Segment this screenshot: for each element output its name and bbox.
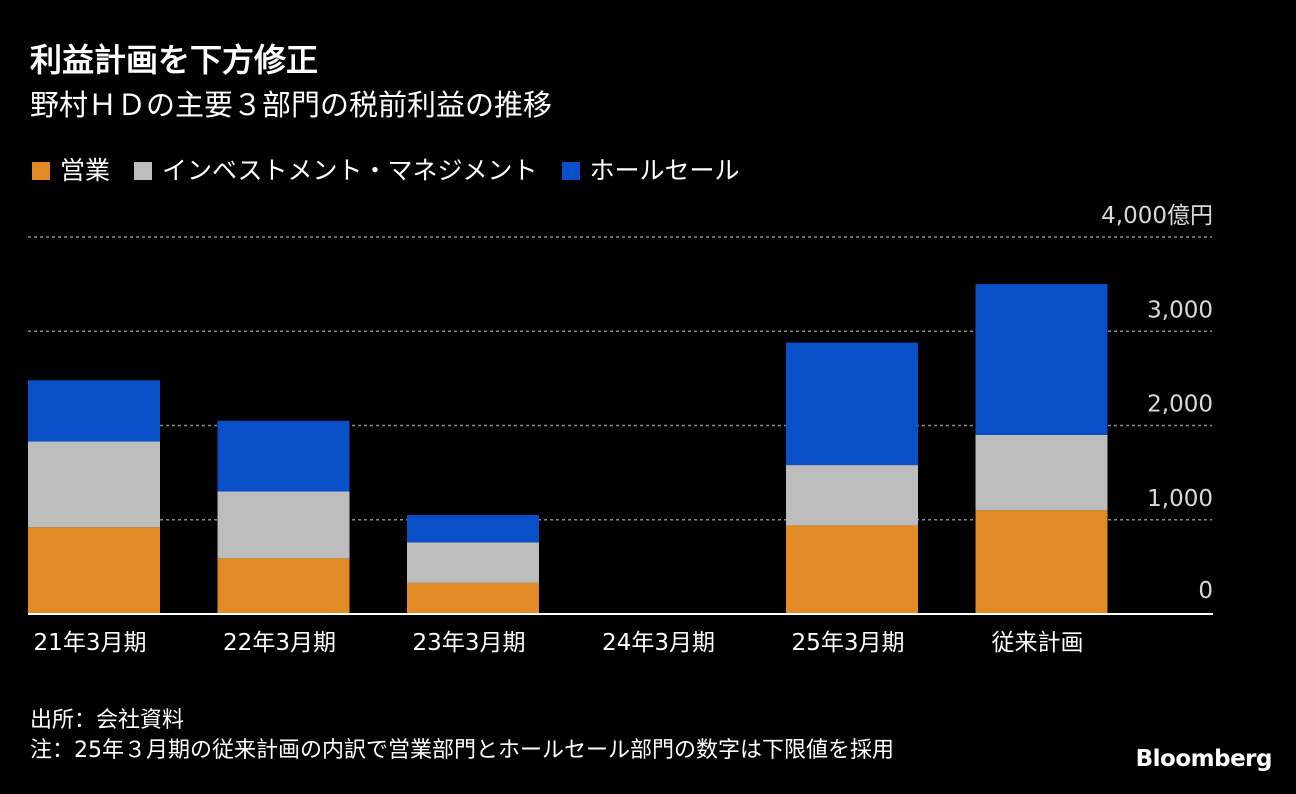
source-note: 出所：会社資料	[30, 708, 185, 733]
legend-swatch-investment-management	[134, 162, 153, 180]
bar-segment-4-0	[786, 525, 918, 614]
bar-segment-2-0	[407, 582, 539, 614]
x-tick-label-0: 21年3月期	[34, 630, 147, 656]
y-tick-label-1: 1,000	[1147, 486, 1213, 512]
x-tick-label-2: 23年3月期	[413, 630, 526, 656]
bar-segment-1-0	[217, 558, 350, 614]
legend: 営業 インベストメント・マネジメント ホールセール	[32, 154, 764, 188]
chart-title: 利益計画を下方修正	[30, 41, 319, 79]
bar-segment-0-2	[28, 380, 160, 442]
legend-swatch-wholesale	[561, 162, 580, 180]
bar-segment-0-0	[28, 527, 160, 614]
bar-segment-5-2	[975, 284, 1108, 435]
y-tick-label-0: 0	[1198, 578, 1213, 604]
bar-segment-1-1	[217, 491, 350, 559]
chart-subtitle: 野村ＨＤの主要３部門の税前利益の推移	[30, 88, 553, 122]
bar-segment-4-1	[786, 465, 918, 526]
bar-segment-5-0	[975, 510, 1108, 614]
footnote: 注：25年３月期の従来計画の内訳で営業部門とホールセール部門の数字は下限値を採用	[30, 738, 894, 763]
bloomberg-logo: Bloomberg	[1135, 746, 1273, 772]
y-tick-label-2: 2,000	[1147, 392, 1213, 418]
legend-item-investment-management: インベストメント・マネジメント	[134, 154, 538, 188]
bar-segment-5-1	[975, 434, 1108, 511]
bar-segment-1-2	[217, 420, 350, 492]
legend-swatch-sales	[32, 162, 50, 180]
legend-label-investment-management: インベストメント・マネジメント	[162, 156, 538, 185]
bar-segment-2-1	[407, 542, 539, 583]
legend-label-sales: 営業	[60, 156, 111, 185]
legend-item-sales: 営業	[32, 154, 110, 188]
x-tick-label-4: 25年3月期	[792, 630, 905, 656]
x-tick-label-5: 従来計画	[992, 630, 1084, 656]
y-tick-label-4: 4,000億円	[1101, 203, 1213, 229]
bar-segment-4-2	[786, 342, 918, 466]
y-tick-label-3: 3,000	[1147, 297, 1213, 323]
legend-label-wholesale: ホールセール	[589, 156, 740, 185]
x-tick-label-1: 22年3月期	[223, 630, 336, 656]
x-tick-label-3: 24年3月期	[602, 630, 715, 656]
bar-segment-0-1	[28, 441, 160, 528]
bar-segment-2-2	[407, 515, 539, 543]
legend-item-wholesale: ホールセール	[561, 154, 740, 188]
